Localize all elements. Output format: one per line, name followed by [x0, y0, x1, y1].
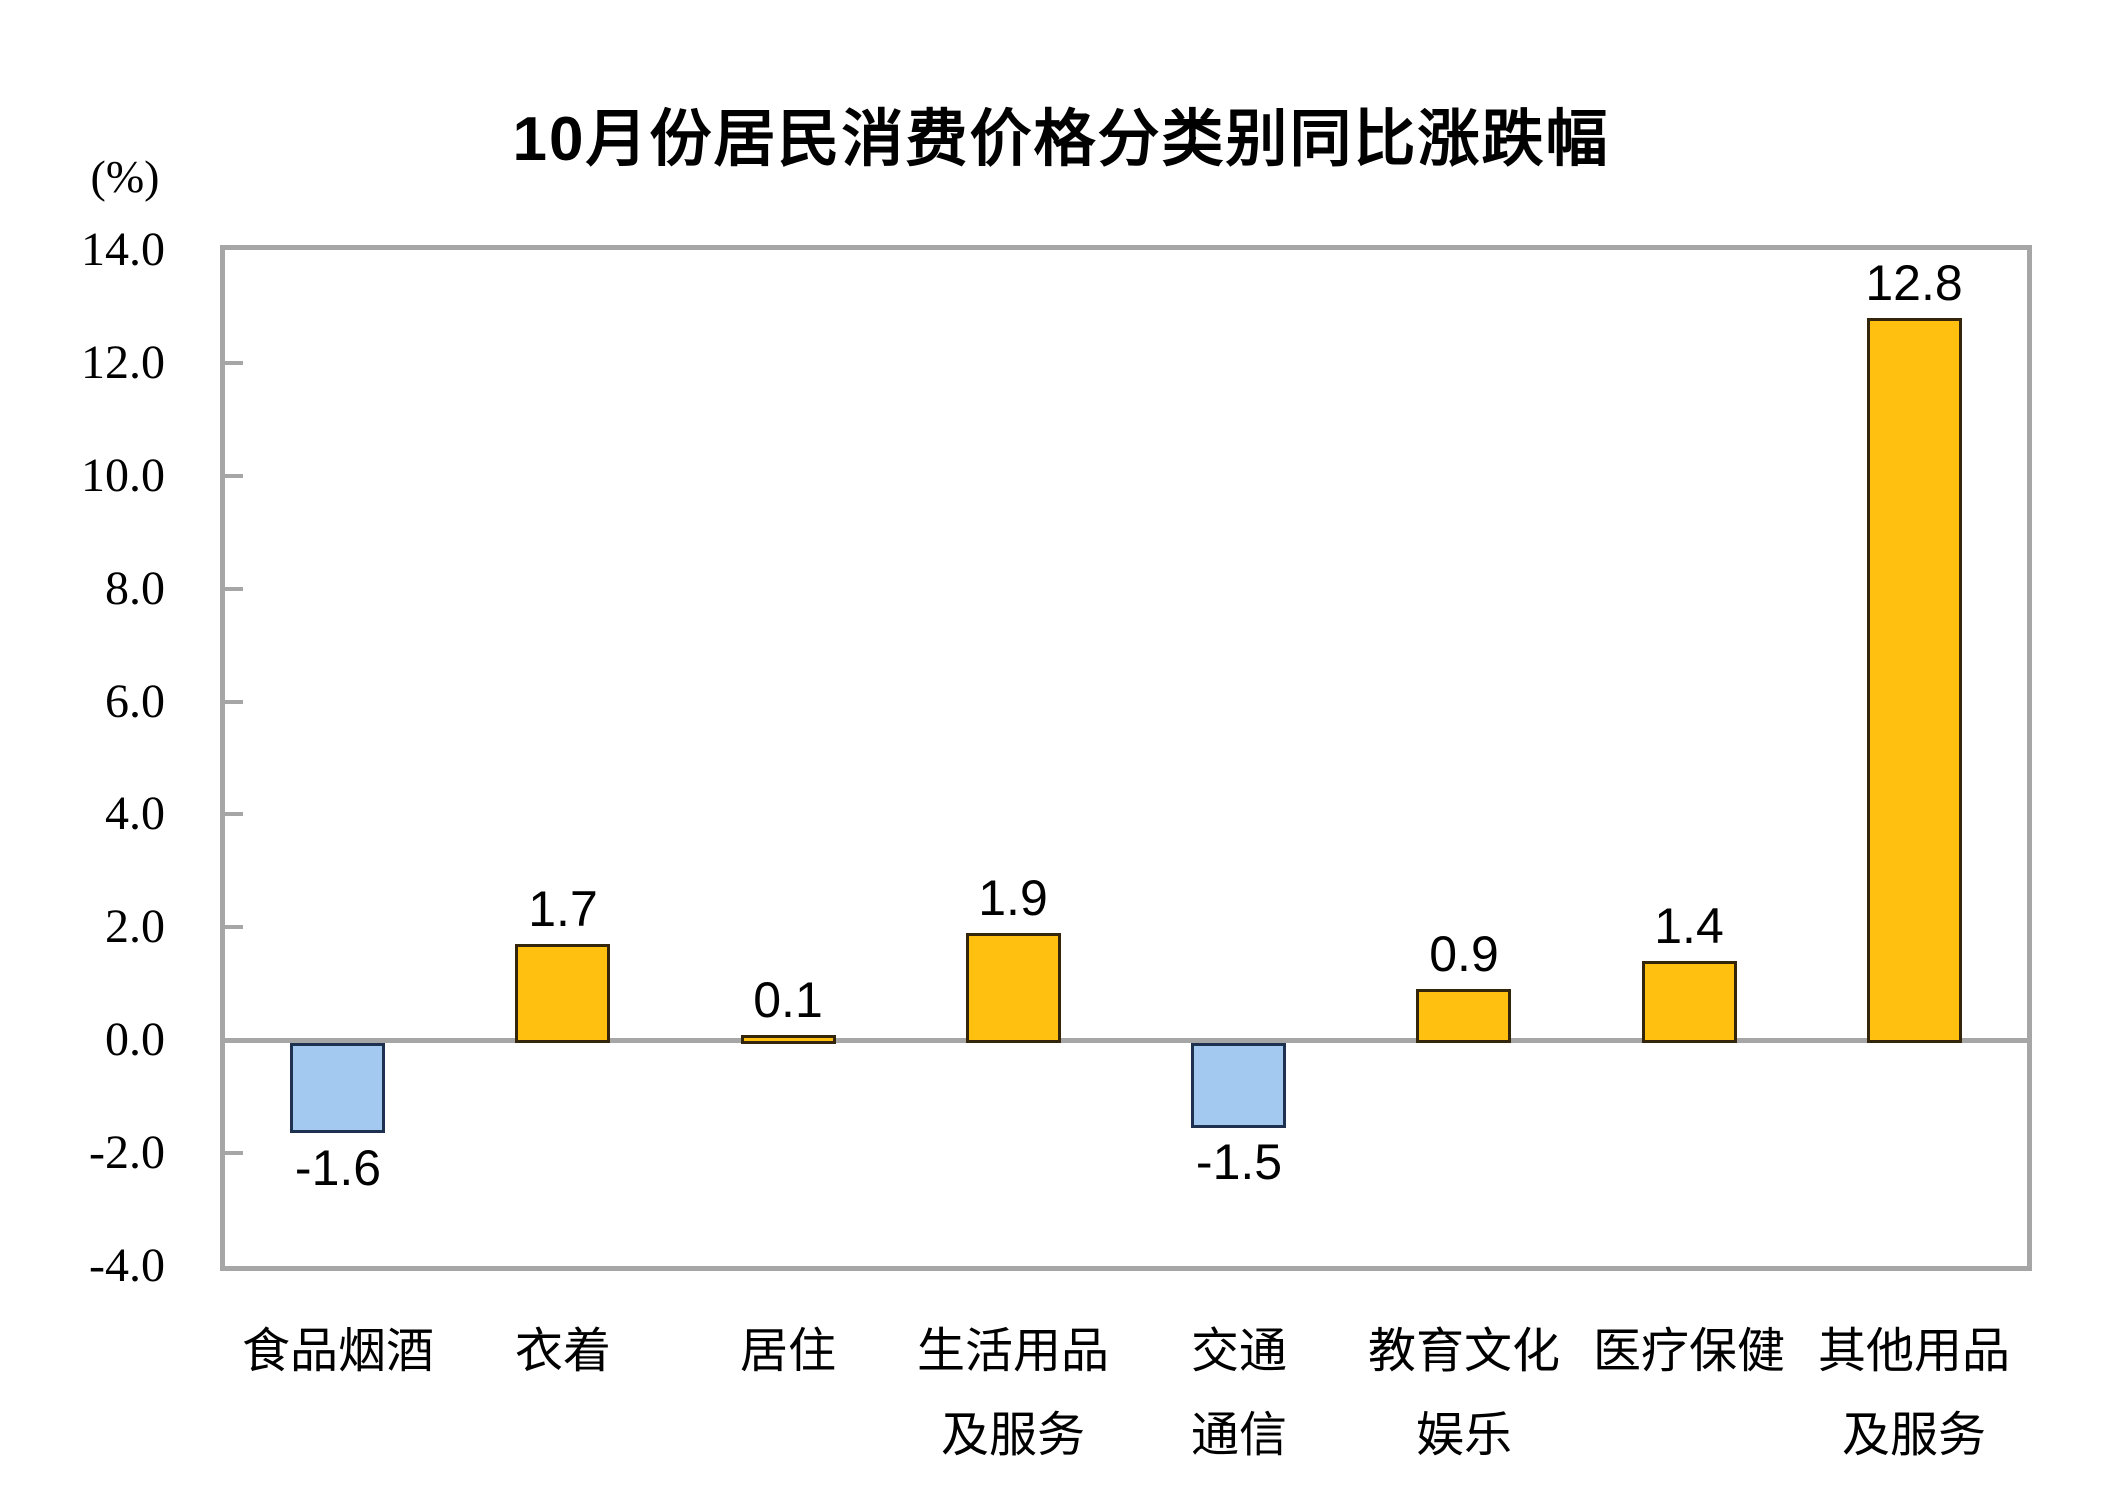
x-axis-label-line: 食品烟酒: [241, 1325, 435, 1378]
bar-value-label: 0.9: [1429, 926, 1499, 982]
bar: [1416, 989, 1511, 1043]
y-tick-mark: [225, 587, 243, 591]
y-tick-mark: [225, 1151, 243, 1155]
bar-value-label: -1.5: [1195, 1134, 1283, 1190]
y-tick-mark: [225, 925, 243, 929]
y-tick-label: 8.0: [105, 562, 165, 615]
y-tick-mark: [225, 361, 243, 365]
x-axis-label: 教育文化 娱乐: [1368, 1310, 1560, 1478]
x-axis-label: 医疗保健: [1593, 1310, 1785, 1394]
bar-value-label: 0.1: [753, 972, 823, 1028]
x-axis-label: 衣着: [515, 1310, 611, 1394]
x-axis-label-line: 医疗保健: [1592, 1325, 1786, 1378]
bar: [290, 1043, 385, 1133]
y-tick-label: 0.0: [105, 1013, 165, 1066]
y-tick-mark: [225, 700, 243, 704]
x-axis-label-line: 居住: [739, 1325, 837, 1378]
bar-value-label: 1.7: [528, 881, 598, 937]
y-tick-label: -4.0: [89, 1239, 165, 1292]
y-tick-label: 12.0: [81, 336, 165, 389]
bar-value-label: 12.8: [1865, 255, 1963, 311]
bar-value-label: 1.4: [1654, 898, 1724, 954]
plot-area: -1.6 1.7 0.1 1.9 -1.5 0.9 1.4 12.8: [220, 245, 2032, 1271]
chart-title: 10月份居民消费价格分类别同比涨跌幅: [512, 105, 1610, 174]
y-tick-mark: [225, 474, 243, 478]
bar: [741, 1035, 836, 1044]
y-axis-unit-label: (%): [90, 151, 160, 202]
x-axis-label-line: 交通: [1190, 1325, 1288, 1378]
x-axis-label-line: 生活用品: [916, 1325, 1110, 1378]
y-tick-label: 6.0: [105, 675, 165, 728]
x-axis-label-line: 及服务: [1841, 1409, 1987, 1462]
x-axis-label: 其他用品 及服务: [1818, 1310, 2010, 1478]
bar: [1867, 318, 1962, 1043]
x-axis-label-line: 其他用品: [1817, 1325, 2011, 1378]
x-axis-label-line: 教育文化: [1367, 1325, 1561, 1378]
bar: [966, 933, 1061, 1043]
bar-value-label: -1.6: [294, 1140, 382, 1196]
x-axis-label: 食品烟酒: [242, 1310, 434, 1394]
x-axis-label: 生活用品 及服务: [917, 1310, 1109, 1478]
y-tick-label: 14.0: [81, 223, 165, 276]
y-tick-label: 2.0: [105, 900, 165, 953]
x-axis-label-line: 娱乐: [1415, 1409, 1513, 1462]
x-axis-label-line: 及服务: [940, 1409, 1086, 1462]
zero-gridline: [225, 1038, 2027, 1043]
x-axis-label-line: 衣着: [514, 1325, 612, 1378]
y-tick-label: 10.0: [81, 449, 165, 502]
bar: [515, 944, 610, 1043]
y-tick-label: 4.0: [105, 787, 165, 840]
bar: [1191, 1043, 1286, 1128]
x-axis-label-line: 通信: [1190, 1409, 1288, 1462]
x-axis-label: 交通 通信: [1191, 1310, 1287, 1478]
bar-value-label: 1.9: [978, 870, 1048, 926]
x-axis-label: 居住: [740, 1310, 836, 1394]
y-tick-mark: [225, 812, 243, 816]
y-tick-label: -2.0: [89, 1126, 165, 1179]
bar: [1642, 961, 1737, 1043]
